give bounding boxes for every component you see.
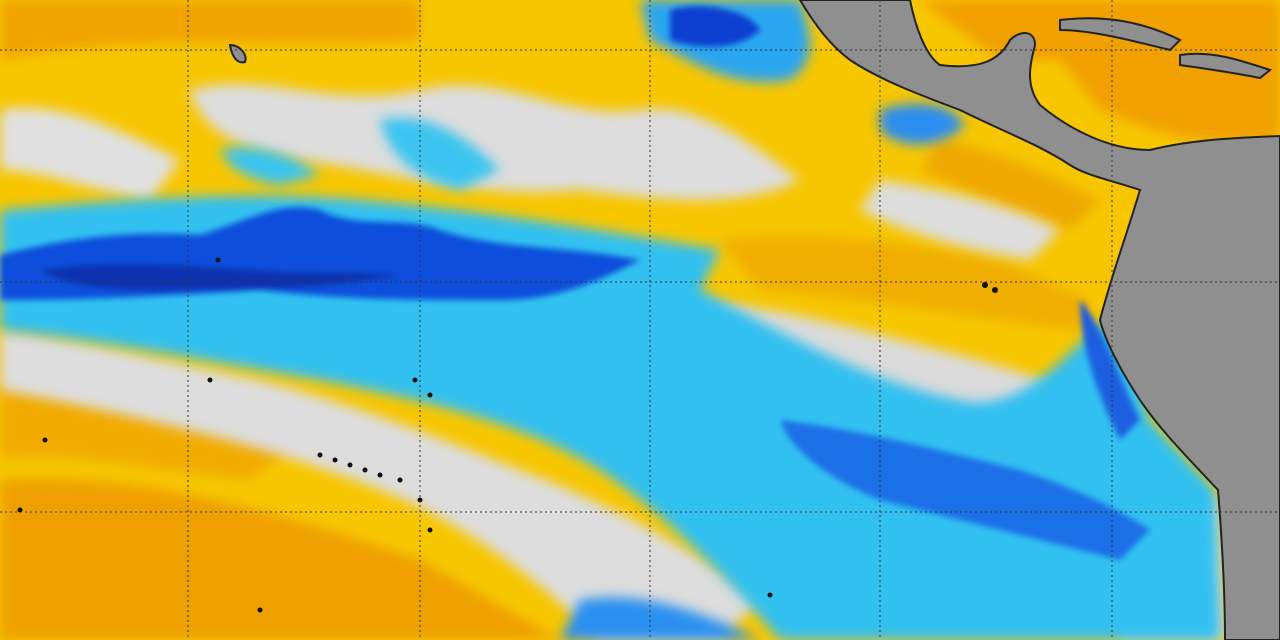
island <box>317 452 323 458</box>
warm-area <box>720 236 1090 330</box>
warm-area <box>920 0 1280 143</box>
strong-cool-area <box>1080 300 1140 440</box>
warm-area <box>0 478 560 640</box>
neutral-area <box>0 108 180 200</box>
land <box>798 0 1280 640</box>
island <box>397 477 403 483</box>
island <box>362 467 368 473</box>
cool-area <box>380 118 500 190</box>
cool-anomaly-areas <box>0 0 1220 640</box>
island <box>992 287 998 293</box>
island <box>42 437 48 443</box>
warm-area <box>0 0 420 60</box>
island <box>207 377 213 383</box>
cool-area <box>0 195 1220 640</box>
strong-cool-area <box>670 6 760 47</box>
strong-cool-area <box>780 420 1150 560</box>
island <box>17 507 23 513</box>
cool-area <box>220 147 320 185</box>
cool-area <box>880 103 965 145</box>
island <box>1059 17 1182 52</box>
island <box>228 43 247 64</box>
island <box>1179 52 1273 80</box>
neutral-area <box>860 180 1060 260</box>
neutral-area <box>0 330 760 640</box>
island <box>215 257 221 263</box>
island <box>427 527 433 533</box>
island <box>982 282 988 288</box>
strong-cool-areas <box>0 6 1150 560</box>
cool-area <box>560 597 760 640</box>
island <box>412 377 418 383</box>
island <box>427 392 433 398</box>
warm-area <box>0 380 300 480</box>
island <box>332 457 338 463</box>
island <box>767 592 773 598</box>
island <box>257 607 263 613</box>
island <box>377 472 383 478</box>
strong-cool-area <box>40 264 400 291</box>
warm-area <box>920 140 1100 230</box>
island <box>347 462 353 468</box>
neutral-area <box>190 84 800 200</box>
landmass <box>228 0 1280 640</box>
islands <box>17 257 998 613</box>
